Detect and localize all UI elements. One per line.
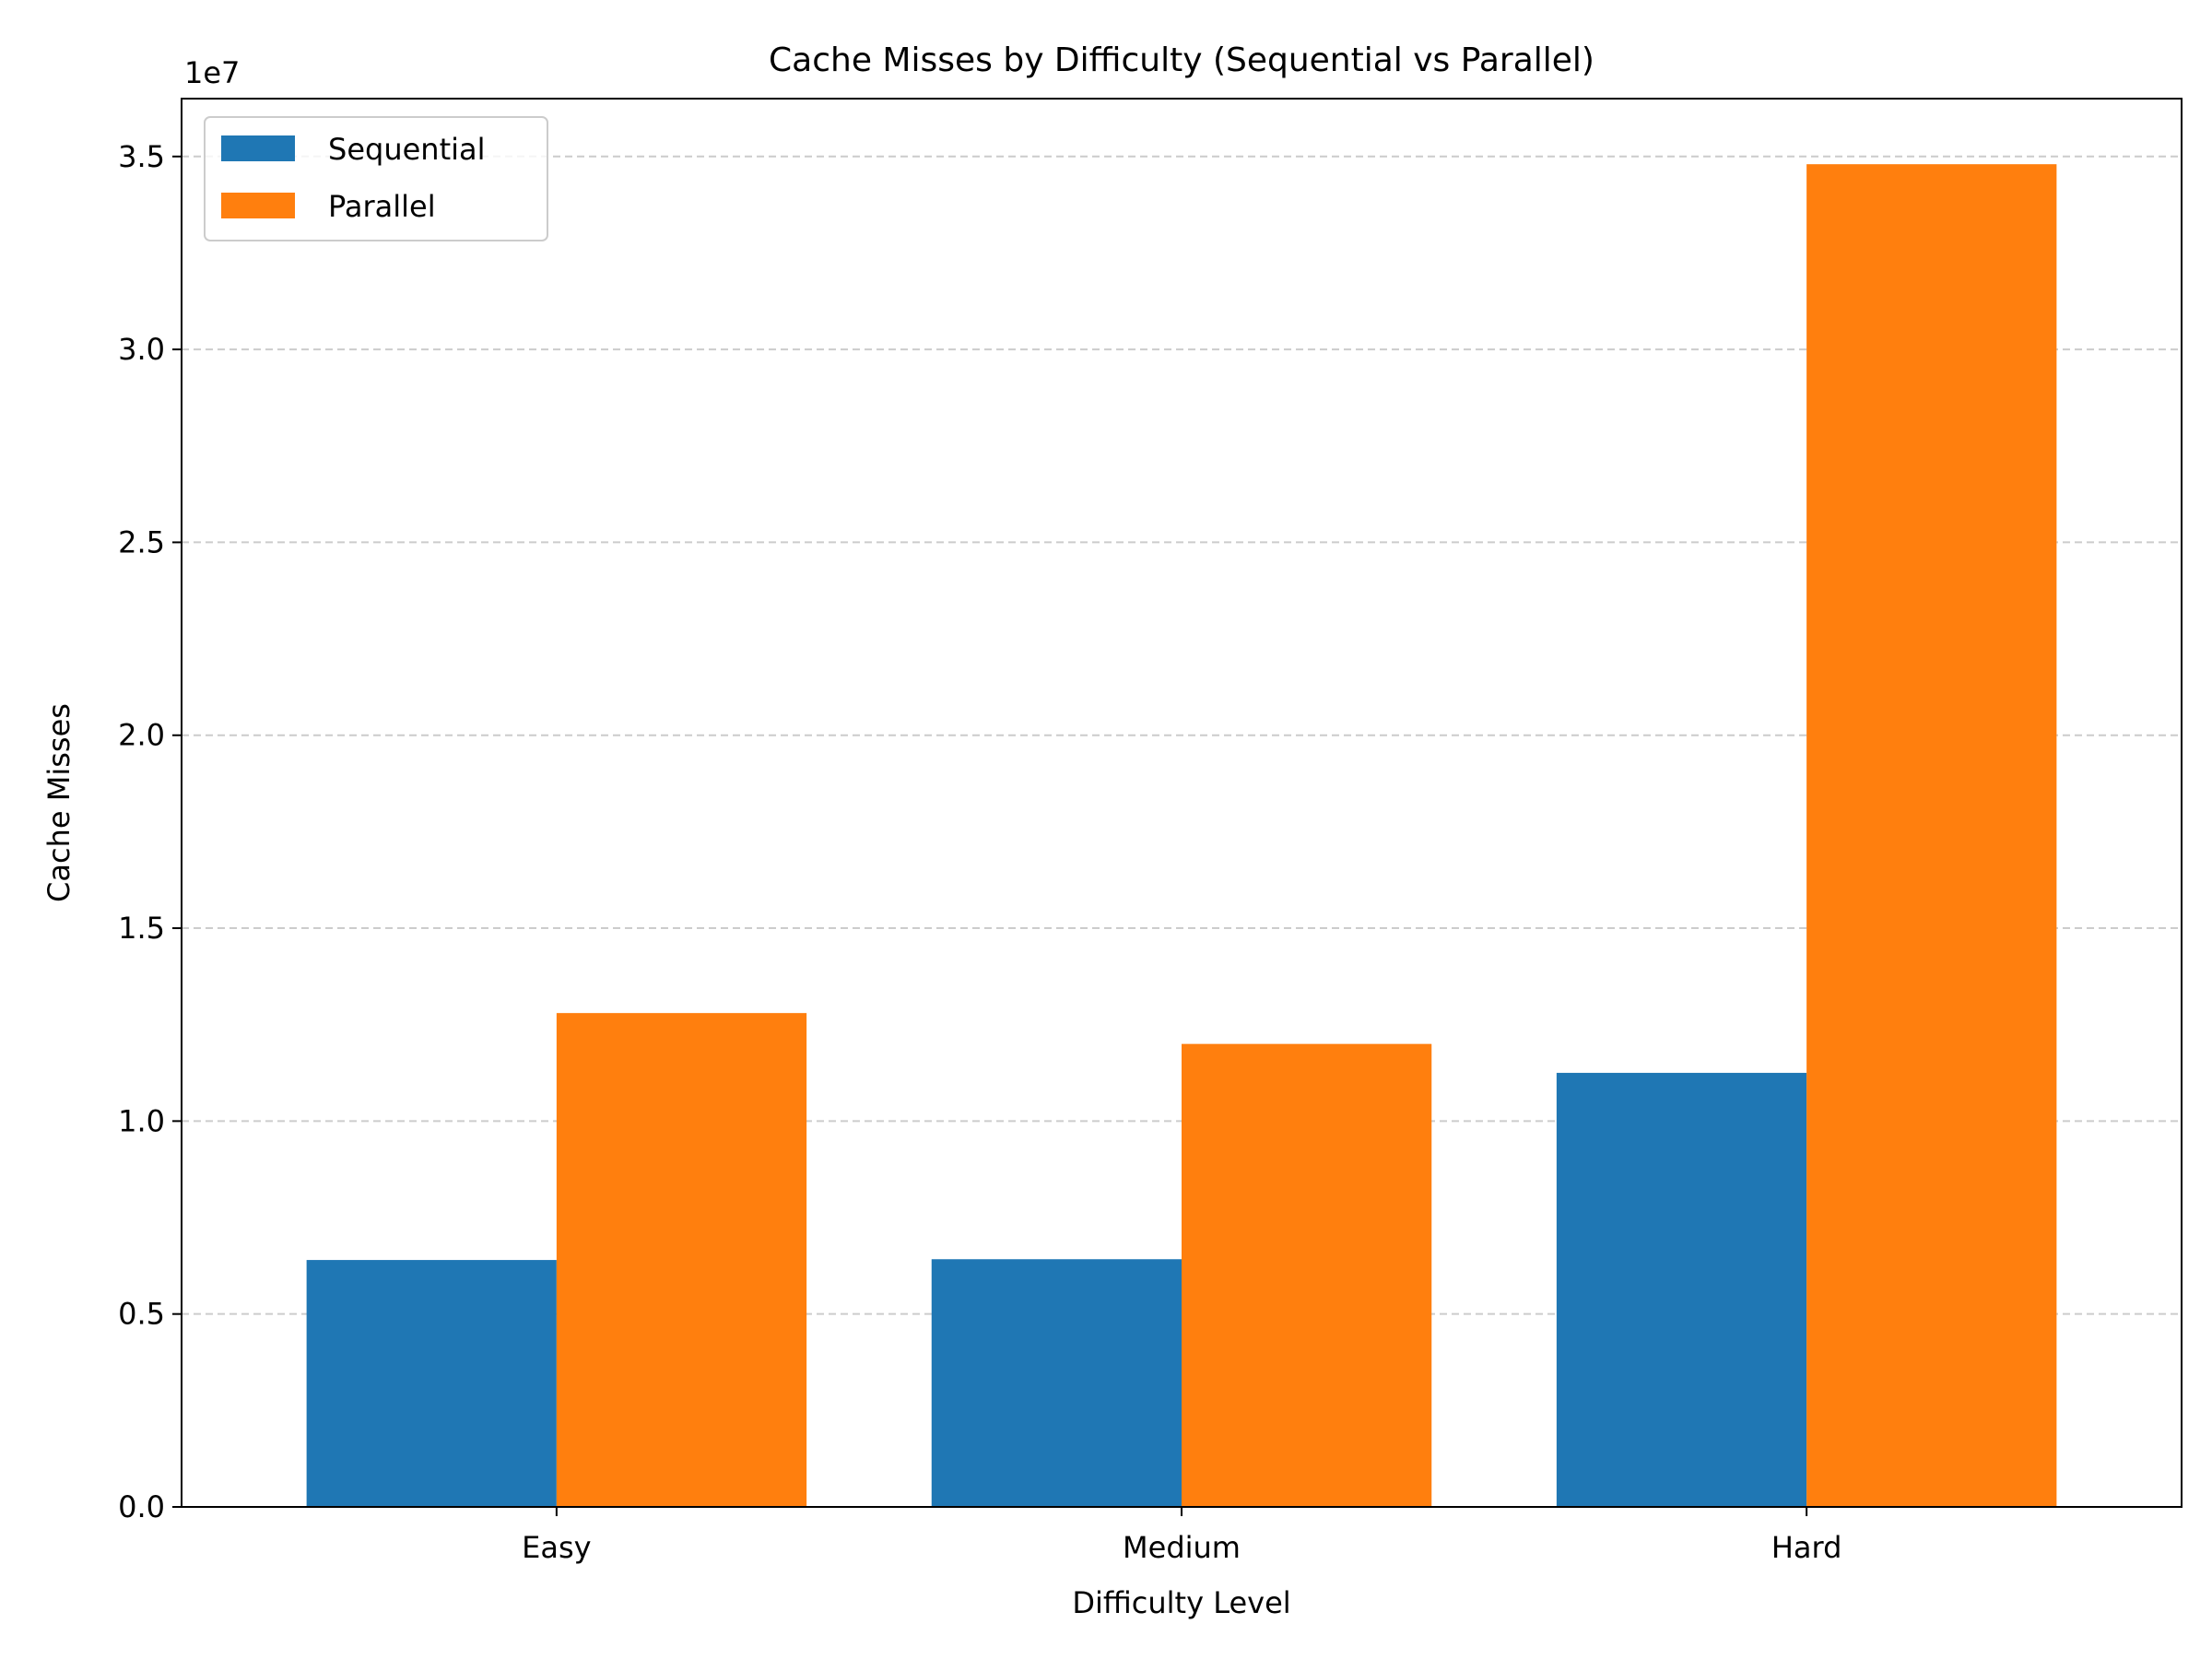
bar-parallel-medium xyxy=(1182,1043,1432,1507)
legend-label-parallel: Parallel xyxy=(328,189,436,224)
y-tick-label-5: 2.5 xyxy=(118,524,165,559)
y-tick-label-2: 1.0 xyxy=(118,1103,165,1138)
bar-parallel-easy xyxy=(556,1013,807,1507)
legend-swatch-parallel xyxy=(221,193,295,218)
y-tick-label-3: 1.5 xyxy=(118,911,165,946)
y-axis-scale-offset: 1e7 xyxy=(184,55,240,90)
legend-swatch-sequential xyxy=(221,135,295,161)
legend: Sequential Parallel xyxy=(204,116,548,241)
x-tick-label-hard: Hard xyxy=(1771,1530,1842,1565)
y-tick-label-1: 0.5 xyxy=(118,1297,165,1332)
y-tick-label-6: 3.0 xyxy=(118,332,165,367)
y-tick-label-4: 2.0 xyxy=(118,718,165,753)
y-tick-label-7: 3.5 xyxy=(118,139,165,174)
legend-label-sequential: Sequential xyxy=(328,132,486,167)
bar-parallel-hard xyxy=(1806,164,2057,1508)
x-axis-label: Difficulty Level xyxy=(1072,1585,1290,1620)
bar-sequential-easy xyxy=(306,1260,557,1507)
y-tick-label-0: 0.0 xyxy=(118,1489,165,1524)
x-tick-label-medium: Medium xyxy=(1123,1530,1241,1565)
chart-title: Cache Misses by Difficulty (Sequential v… xyxy=(769,41,1594,79)
x-tick-label-easy: Easy xyxy=(522,1530,591,1565)
bar-sequential-hard xyxy=(1556,1073,1807,1507)
bar-sequential-medium xyxy=(931,1259,1182,1507)
y-axis-label: Cache Misses xyxy=(41,703,76,902)
axis-ticks: 0.0 0.5 1.0 1.5 2.0 2.5 3.0 3.5 Easy Medium Hard xyxy=(118,139,1841,1565)
bars xyxy=(306,164,2057,1508)
